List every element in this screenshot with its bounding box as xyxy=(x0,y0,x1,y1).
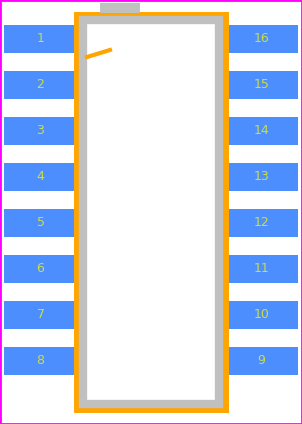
Bar xyxy=(4,71,77,99)
Bar xyxy=(225,255,298,283)
Bar xyxy=(4,347,77,375)
Bar xyxy=(4,117,77,145)
Text: 9: 9 xyxy=(258,354,265,368)
Bar xyxy=(225,117,298,145)
Bar xyxy=(83,20,219,404)
Text: 14: 14 xyxy=(254,125,269,137)
Bar xyxy=(225,301,298,329)
Text: 11: 11 xyxy=(254,262,269,276)
Text: 3: 3 xyxy=(37,125,44,137)
Text: 13: 13 xyxy=(254,170,269,184)
Bar xyxy=(4,255,77,283)
Text: 15: 15 xyxy=(254,78,269,92)
Text: 16: 16 xyxy=(254,33,269,45)
Text: 5: 5 xyxy=(37,217,44,229)
Text: 6: 6 xyxy=(37,262,44,276)
Bar xyxy=(100,3,140,13)
Text: 4: 4 xyxy=(37,170,44,184)
Bar xyxy=(225,209,298,237)
Text: 7: 7 xyxy=(37,309,44,321)
Bar xyxy=(4,25,77,53)
Text: 10: 10 xyxy=(254,309,269,321)
Bar xyxy=(4,209,77,237)
Bar xyxy=(4,163,77,191)
Bar xyxy=(225,25,298,53)
Bar xyxy=(225,71,298,99)
Text: 1: 1 xyxy=(37,33,44,45)
Text: 12: 12 xyxy=(254,217,269,229)
Bar xyxy=(225,347,298,375)
Bar xyxy=(225,163,298,191)
Bar xyxy=(77,15,225,409)
Text: 8: 8 xyxy=(37,354,44,368)
Text: 2: 2 xyxy=(37,78,44,92)
Bar xyxy=(4,301,77,329)
